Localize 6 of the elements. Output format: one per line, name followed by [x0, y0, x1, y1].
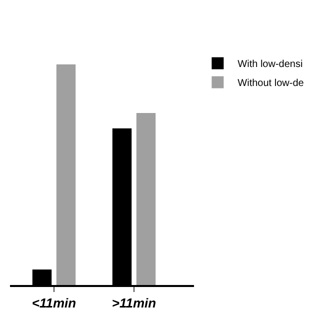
x-tick-label: >11min — [112, 295, 156, 310]
legend-label: Without low-de — [238, 78, 304, 90]
bar — [56, 64, 76, 285]
bar — [136, 112, 156, 285]
legend-label: With low-densi — [238, 59, 303, 70]
x-tick-label: <11min — [32, 295, 76, 310]
